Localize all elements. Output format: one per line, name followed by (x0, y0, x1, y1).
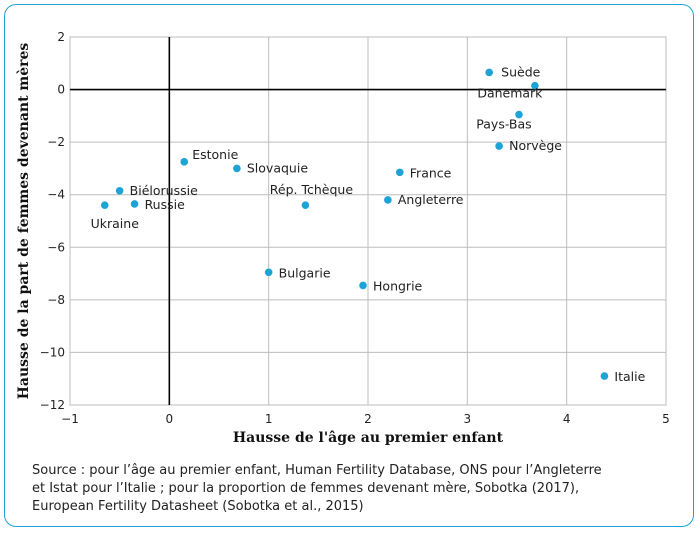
point-label: Rép. Tchèque (270, 182, 354, 197)
x-tick-label: −1 (61, 412, 79, 426)
point-label: Italie (614, 369, 645, 384)
point-label: France (410, 165, 452, 180)
data-point (301, 201, 310, 210)
y-tick-label: −8 (47, 293, 65, 307)
y-tick-label: −2 (47, 135, 65, 149)
y-tick-label: 0 (57, 83, 65, 97)
y-tick-label: −12 (40, 398, 65, 412)
y-axis-title: Hausse de la part de femmes devenant mèr… (16, 43, 32, 400)
x-tick-label: 4 (563, 412, 571, 426)
data-point (495, 142, 503, 150)
data-point (233, 164, 241, 173)
data-point (384, 196, 392, 204)
source-note: Source : pour l’âge au premier enfant, H… (32, 463, 602, 514)
data-point (485, 68, 493, 77)
data-point (531, 81, 539, 90)
x-tick-label: 1 (265, 412, 273, 426)
x-axis-title: Hausse de l'âge au premier enfant (233, 430, 504, 446)
data-point (264, 268, 273, 277)
x-tick-label: 3 (464, 412, 472, 426)
figure-frame (4, 4, 694, 527)
point-label: Ukraine (91, 216, 140, 231)
y-tick-label: −6 (47, 240, 65, 254)
y-tick-label: −10 (40, 345, 65, 359)
point-label: Suède (501, 64, 540, 79)
point-label: Hongrie (373, 278, 423, 293)
y-tick-label: −4 (47, 188, 65, 202)
x-tick-label: 5 (662, 412, 670, 426)
point-label: Slovaquie (247, 160, 308, 175)
data-point (115, 186, 124, 195)
data-point (130, 200, 139, 208)
data-point (395, 168, 404, 177)
data-point (359, 281, 367, 290)
point-label: Pays-Bas (476, 117, 531, 132)
point-label: Angleterre (398, 192, 464, 207)
data-point (180, 158, 189, 166)
tick-labels: −1 0 1 2 3 4 520−2−4−6−8−10−12 (40, 30, 670, 426)
axes (70, 37, 666, 405)
point-label: Bulgarie (279, 265, 331, 280)
point-label: Russie (145, 197, 186, 212)
point-label: Biélorussie (130, 183, 198, 198)
data-point (600, 372, 609, 380)
x-tick-label: 2 (364, 412, 372, 426)
data-points: Suède Danemark Pays-Bas Norvège Estonie Slova… (91, 64, 646, 384)
point-label: Estonie (192, 147, 238, 162)
data-point (515, 110, 523, 119)
point-label: Norvège (509, 138, 562, 153)
point-label: Danemark (477, 86, 543, 101)
x-tick-label: 0 (166, 412, 174, 426)
y-tick-label: 2 (57, 30, 65, 44)
data-point (100, 201, 109, 210)
grid (69, 36, 667, 406)
